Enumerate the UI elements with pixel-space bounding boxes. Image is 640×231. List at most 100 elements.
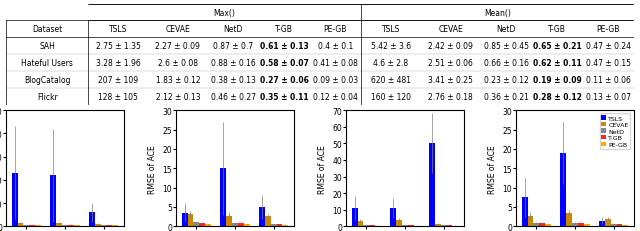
Bar: [545, 225, 551, 226]
Y-axis label: RMSE of ACE: RMSE of ACE: [148, 144, 157, 193]
Bar: [584, 225, 589, 226]
Bar: [369, 225, 375, 226]
Text: 0.12 ± 0.04: 0.12 ± 0.04: [313, 92, 358, 101]
Bar: [101, 225, 107, 226]
Bar: [193, 222, 199, 226]
Bar: [282, 225, 288, 226]
Bar: [205, 225, 211, 226]
Text: 0.65 ± 0.21: 0.65 ± 0.21: [532, 42, 581, 51]
Bar: [413, 225, 420, 226]
Text: 2.12 ± 0.13: 2.12 ± 0.13: [156, 92, 200, 101]
Text: 3.41 ± 0.25: 3.41 ± 0.25: [428, 76, 473, 85]
Text: 5.42 ± 3.6: 5.42 ± 3.6: [371, 42, 411, 51]
Bar: [95, 224, 101, 226]
Text: PE-GB: PE-GB: [596, 25, 620, 34]
Bar: [599, 221, 605, 226]
Text: CEVAE: CEVAE: [438, 25, 463, 34]
Bar: [23, 225, 29, 226]
Text: 620 ± 481: 620 ± 481: [371, 76, 411, 85]
Text: 0.61 ± 0.13: 0.61 ± 0.13: [260, 42, 308, 51]
Bar: [358, 221, 364, 226]
Bar: [68, 225, 74, 226]
Bar: [35, 225, 41, 226]
Bar: [62, 225, 68, 226]
Text: Dataset: Dataset: [32, 25, 62, 34]
Bar: [227, 216, 232, 226]
Bar: [611, 225, 617, 226]
Text: 0.41 ± 0.08: 0.41 ± 0.08: [313, 59, 358, 68]
Text: 0.62 ± 0.11: 0.62 ± 0.11: [532, 59, 582, 68]
Bar: [244, 225, 250, 226]
Bar: [199, 223, 205, 226]
Text: 0.11 ± 0.06: 0.11 ± 0.06: [586, 76, 630, 85]
Text: 0.23 ± 0.12: 0.23 ± 0.12: [484, 76, 529, 85]
Bar: [113, 225, 118, 226]
Bar: [182, 213, 188, 226]
Text: 0.4 ± 0.1: 0.4 ± 0.1: [317, 42, 353, 51]
Text: 0.66 ± 0.16: 0.66 ± 0.16: [484, 59, 529, 68]
Bar: [572, 223, 578, 226]
Text: 2.6 ± 0.08: 2.6 ± 0.08: [158, 59, 198, 68]
Text: 2.42 ± 0.09: 2.42 ± 0.09: [428, 42, 473, 51]
Bar: [447, 225, 452, 226]
Bar: [89, 213, 95, 226]
Bar: [561, 153, 566, 226]
Bar: [17, 223, 23, 226]
Bar: [375, 225, 381, 226]
Bar: [623, 225, 628, 226]
Text: 0.28 ± 0.12: 0.28 ± 0.12: [532, 92, 582, 101]
Text: 0.27 ± 0.06: 0.27 ± 0.06: [260, 76, 308, 85]
Y-axis label: RMSE of ACE: RMSE of ACE: [488, 144, 497, 193]
Text: TSLS: TSLS: [381, 25, 400, 34]
Bar: [390, 208, 396, 226]
Bar: [522, 198, 527, 226]
Bar: [452, 225, 458, 226]
Text: 0.88 ± 0.16: 0.88 ± 0.16: [211, 59, 255, 68]
Bar: [429, 144, 435, 226]
Text: 3.28 ± 1.96: 3.28 ± 1.96: [95, 59, 140, 68]
Text: 1.83 ± 0.12: 1.83 ± 0.12: [156, 76, 200, 85]
Bar: [539, 223, 545, 226]
Text: 2.75 ± 1.35: 2.75 ± 1.35: [95, 42, 140, 51]
Y-axis label: RMSE of ACE: RMSE of ACE: [318, 144, 327, 193]
Text: BlogCatalog: BlogCatalog: [24, 76, 70, 85]
Bar: [435, 224, 441, 226]
Bar: [533, 223, 539, 226]
Bar: [29, 225, 35, 226]
Text: 0.47 ± 0.24: 0.47 ± 0.24: [586, 42, 630, 51]
Text: 2.76 ± 0.18: 2.76 ± 0.18: [428, 92, 473, 101]
Bar: [566, 213, 572, 226]
Text: Max(): Max(): [214, 9, 236, 18]
Text: 0.13 ± 0.07: 0.13 ± 0.07: [586, 92, 630, 101]
Text: SAH: SAH: [39, 42, 55, 51]
Bar: [12, 173, 17, 226]
Bar: [74, 225, 79, 226]
Text: 0.87 ± 0.7: 0.87 ± 0.7: [213, 42, 253, 51]
Bar: [238, 223, 244, 226]
Text: T-GB: T-GB: [548, 25, 566, 34]
Text: PE-GB: PE-GB: [324, 25, 347, 34]
Text: 128 ± 105: 128 ± 105: [98, 92, 138, 101]
Bar: [107, 225, 113, 226]
Text: 4.6 ± 2.8: 4.6 ± 2.8: [373, 59, 408, 68]
Bar: [56, 223, 62, 226]
Text: 0.36 ± 0.21: 0.36 ± 0.21: [484, 92, 529, 101]
Bar: [441, 225, 447, 226]
Text: 0.09 ± 0.03: 0.09 ± 0.03: [313, 76, 358, 85]
Text: Hateful Users: Hateful Users: [21, 59, 73, 68]
Text: 0.58 ± 0.07: 0.58 ± 0.07: [260, 59, 308, 68]
Bar: [220, 169, 227, 226]
Text: 160 ± 120: 160 ± 120: [371, 92, 411, 101]
Bar: [578, 223, 584, 226]
Bar: [276, 225, 282, 226]
Bar: [527, 216, 533, 226]
Bar: [396, 220, 402, 226]
Text: NetD: NetD: [223, 25, 243, 34]
Bar: [188, 214, 193, 226]
Bar: [402, 225, 408, 226]
Text: 0.35 ± 0.11: 0.35 ± 0.11: [260, 92, 308, 101]
Legend: TSLS, CEVAE, NetD, T-GB, PE-GB: TSLS, CEVAE, NetD, T-GB, PE-GB: [600, 114, 630, 149]
Bar: [232, 223, 238, 226]
Bar: [265, 216, 271, 226]
Text: 0.85 ± 0.45: 0.85 ± 0.45: [484, 42, 529, 51]
